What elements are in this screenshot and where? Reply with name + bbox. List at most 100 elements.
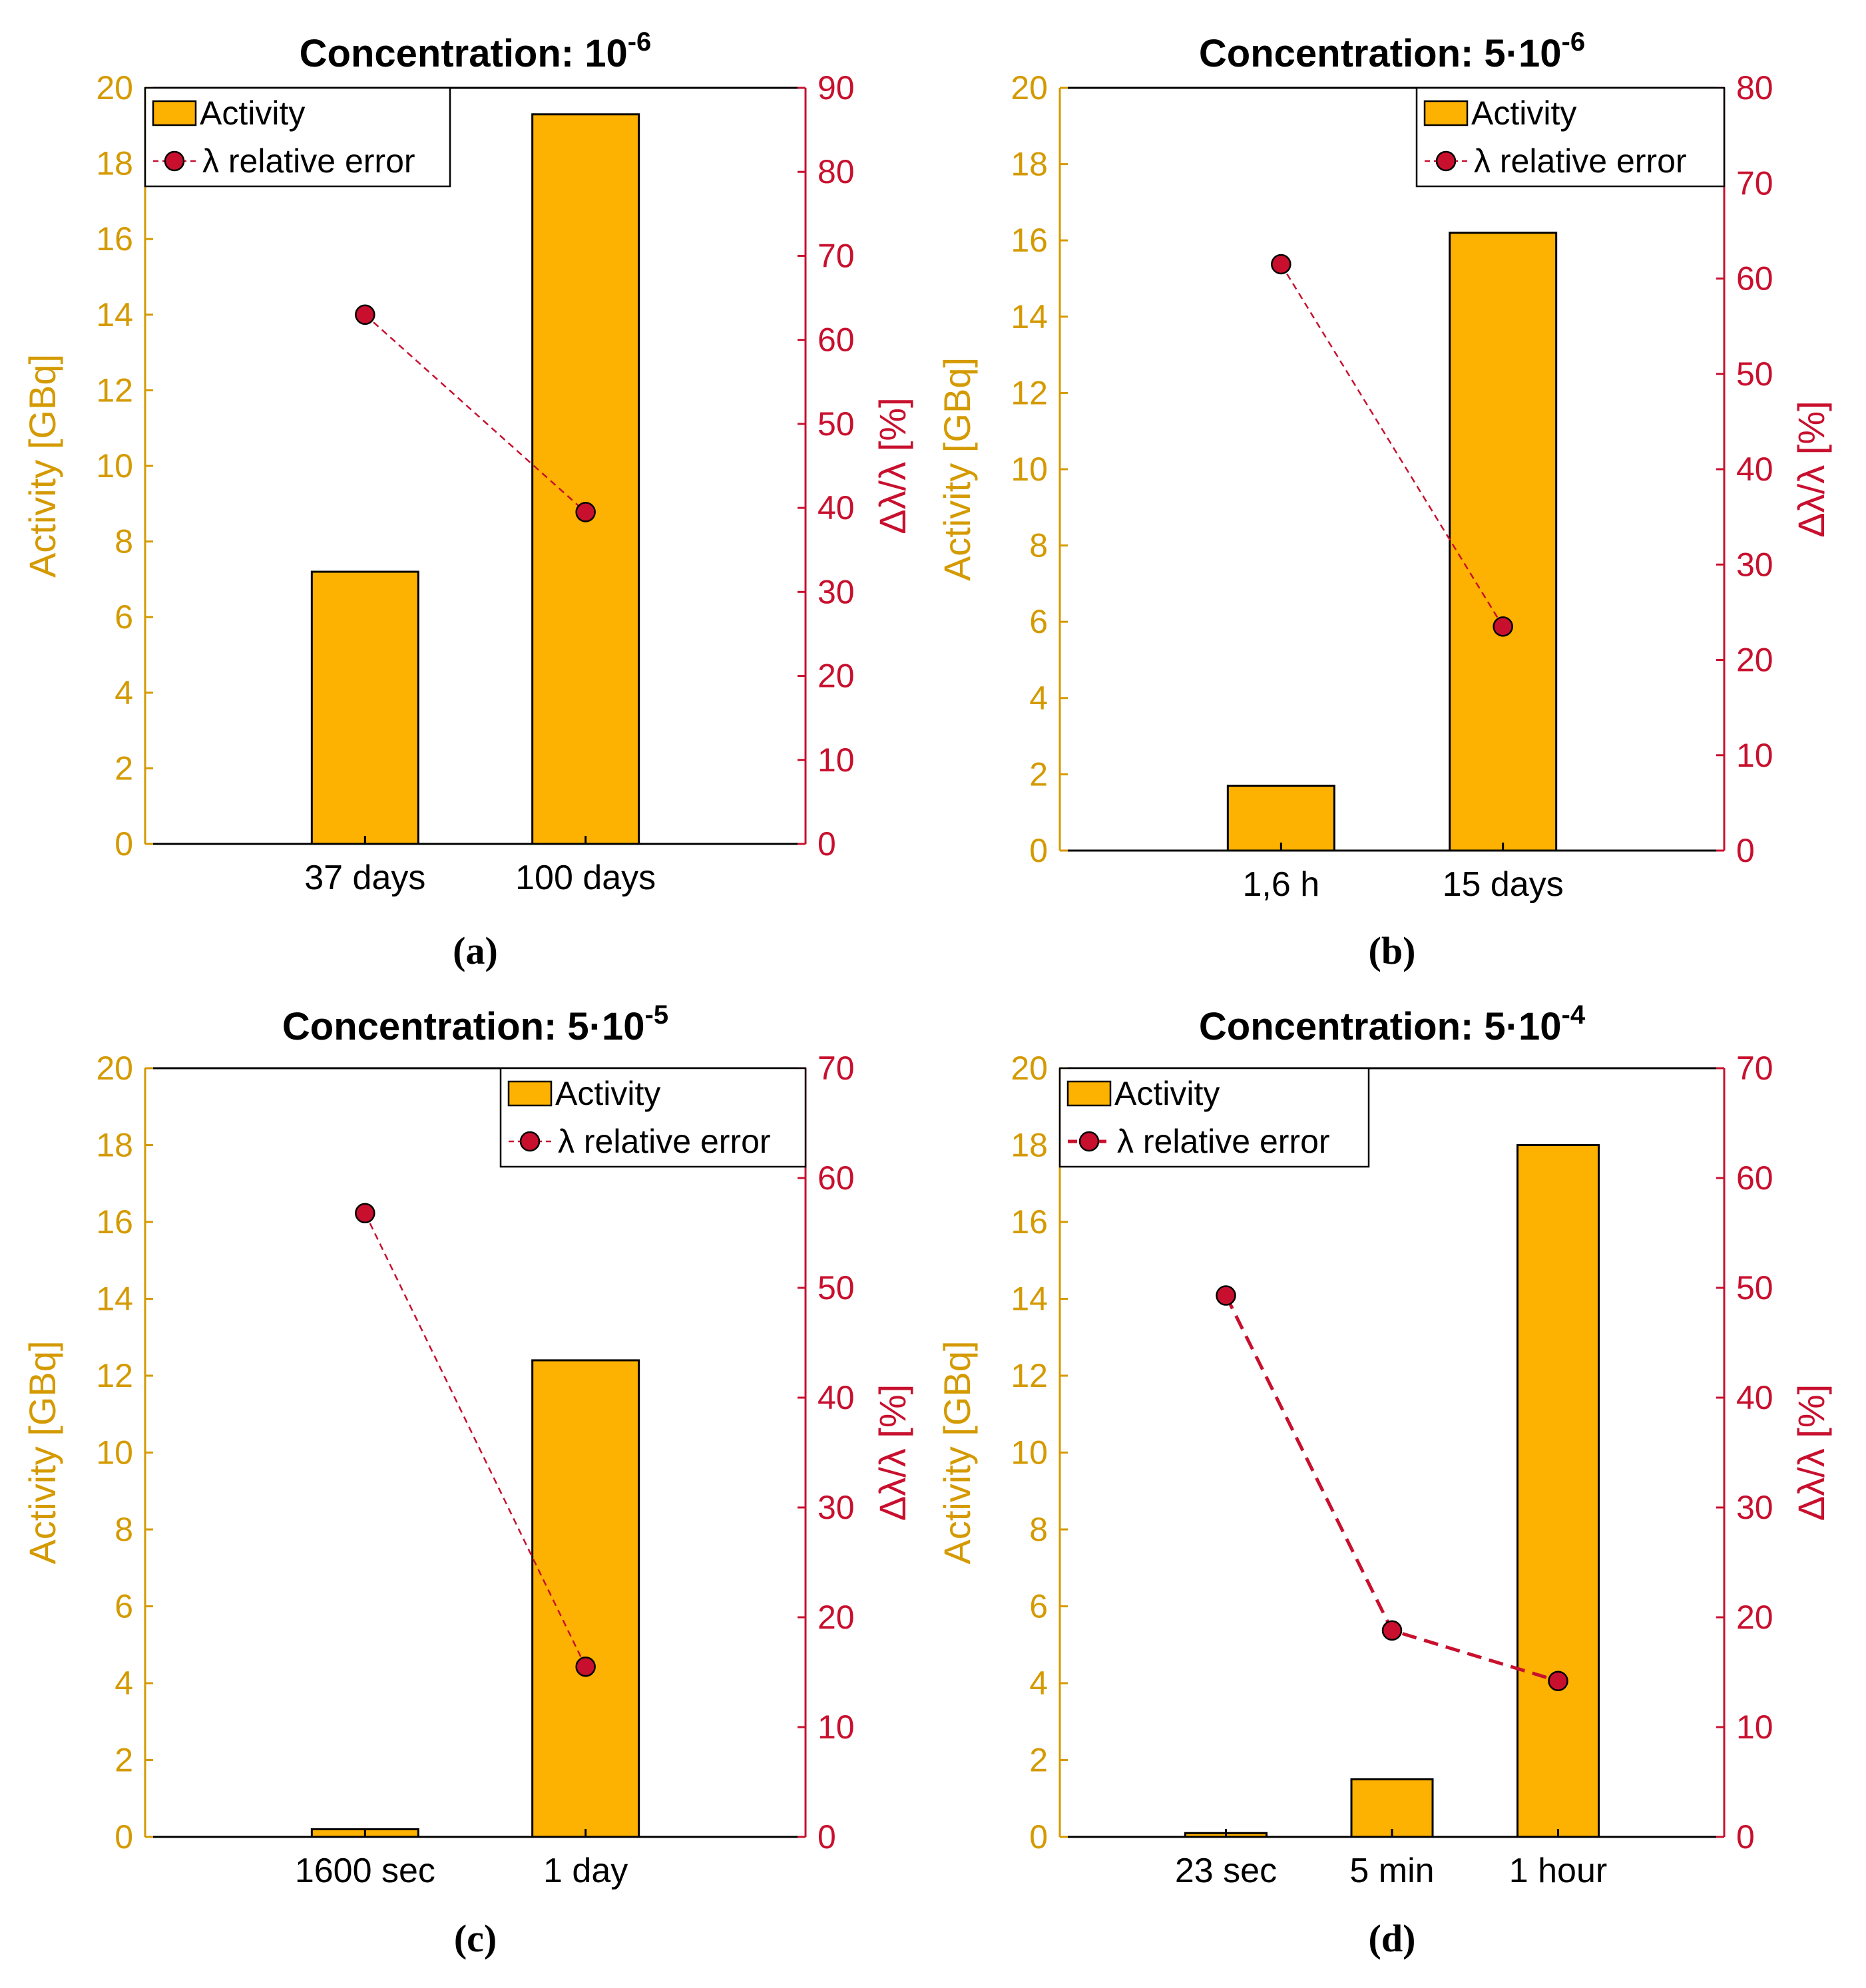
y-right-tick-label: 40 [817,489,855,526]
x-tick-label: 1,6 h [1243,865,1320,904]
legend-activity-label: Activity [555,1075,660,1112]
y-right-tick-label: 40 [1736,1379,1773,1416]
y-right-tick-label: 0 [817,825,836,863]
y-right-tick-label: 50 [1736,1269,1773,1306]
y-right-tick-label: 10 [817,1708,855,1746]
activity-bar [1350,1778,1434,1838]
x-tick-label: 5 min [1349,1852,1434,1890]
y-right-tick-label: 90 [817,69,855,106]
y-left-tick-label: 0 [115,1818,133,1856]
y-left-tick-label: 14 [1011,298,1048,335]
y-left-tick-label: 0 [1029,1818,1048,1856]
activity-bar [1226,785,1335,852]
activity-bar [531,1359,640,1838]
y-right-tick-label: 60 [817,1159,855,1197]
legend-error-label: λ relative error [202,142,415,180]
chart-panel-2: Concentration: 5·10-6 0 2 4 6 8 10 12 14 16 18 20 0 1… [936,27,1832,972]
y-left-tick-label: 20 [96,1050,133,1087]
legend-activity-swatch [1066,1080,1112,1107]
y-right-tick-label: 0 [817,1818,836,1856]
y-right-label: Δλ/λ [%] [1790,1384,1832,1521]
y-left-tick-label: 18 [1011,146,1048,183]
y-left-tick-label: 10 [96,447,133,485]
y-left-tick-label: 12 [1011,1357,1048,1394]
y-left-tick-label: 0 [115,825,133,863]
panel-caption: (b) [1369,929,1416,972]
x-tick-label: 37 days [304,859,425,897]
y-right-tick-label: 70 [1736,164,1773,202]
y-left-tick-label: 20 [96,69,133,106]
chart-panel-3: Concentration: 5·10-5 0 2 4 6 8 10 12 14 16 18 20 0 1… [21,1000,913,1960]
legend-activity-label: Activity [1471,95,1576,132]
y-left-tick-label: 20 [1011,1050,1048,1087]
y-left-tick-label: 18 [96,145,133,182]
chart-title: Concentration: 5·10-5 [282,1000,668,1048]
legend-error-marker [519,1131,541,1152]
y-right-tick-label: 0 [1736,832,1755,869]
y-left-tick-label: 18 [96,1127,133,1164]
error-marker [575,502,596,522]
legend-error-marker [1435,150,1457,172]
y-left-label: Activity [GBq] [936,357,978,581]
panel-caption: (c) [454,1917,497,1960]
y-left-tick-label: 8 [115,1511,133,1548]
y-left-tick-label: 0 [1029,832,1048,869]
y-left-tick-label: 2 [1029,1742,1048,1779]
y-left-tick-label: 16 [96,220,133,258]
y-left-tick-label: 16 [1011,1203,1048,1241]
y-right-tick-label: 20 [1736,642,1773,679]
activity-bar [310,570,419,845]
error-marker [1216,1285,1236,1306]
y-right-tick-label: 30 [1736,1489,1773,1526]
chart-panel-4: Concentration: 5·10-4 0 2 4 6 8 10 12 14 16 18 20 0 1… [936,1000,1832,1960]
legend: Activity λ relative error [499,1067,807,1168]
y-left-tick-label: 6 [1029,1588,1048,1625]
y-left-label: Activity [GBq] [21,354,63,578]
y-left-tick-label: 10 [1011,451,1048,488]
legend: Activity λ relative error [1058,1067,1370,1168]
x-tick-label: 1 day [543,1852,628,1890]
y-left-tick-label: 16 [1011,222,1048,259]
y-left-label: Activity [GBq] [936,1340,978,1564]
error-marker [1493,616,1513,637]
legend: Activity λ relative error [1415,87,1726,188]
error-line [1280,264,1504,628]
y-left-tick-label: 14 [1011,1281,1048,1318]
y-left-tick-label: 16 [96,1203,133,1241]
y-right-tick-label: 70 [817,237,855,274]
y-left-tick-label: 6 [115,1588,133,1625]
error-line [364,313,586,513]
activity-bar [531,113,640,845]
chart-title: Concentration: 5·10-6 [1199,27,1585,75]
y-right-tick-label: 50 [1736,355,1773,393]
y-right-tick-label: 10 [817,741,855,779]
y-right-tick-label: 20 [817,1599,855,1636]
y-right-tick-label: 20 [1736,1599,1773,1636]
y-right-tick-label: 20 [817,658,855,695]
y-right-tick-label: 50 [817,405,855,443]
panel-caption: (d) [1369,1917,1416,1960]
x-tick-label: 15 days [1443,865,1564,904]
y-left-tick-label: 4 [1029,680,1048,717]
y-left-tick-label: 6 [1029,603,1048,640]
y-left-tick-label: 8 [1029,1511,1048,1548]
y-right-tick-label: 60 [1736,260,1773,298]
error-marker [575,1657,596,1677]
y-right-label: Δλ/λ [%] [871,1384,913,1521]
y-right-tick-label: 70 [1736,1050,1773,1087]
y-left-tick-label: 14 [96,296,133,333]
y-left-tick-label: 2 [115,1742,133,1779]
activity-bar [1449,232,1558,852]
x-tick-label: 23 sec [1175,1852,1277,1890]
y-left-tick-label: 4 [1029,1665,1048,1702]
y-left-tick-label: 8 [115,523,133,560]
y-right-tick-label: 40 [1736,451,1773,488]
y-left-tick-label: 20 [1011,69,1048,106]
x-tick-label: 1 hour [1509,1852,1607,1890]
error-marker [355,304,375,325]
y-left-tick-label: 12 [96,1357,133,1394]
y-left-tick-label: 14 [96,1281,133,1318]
error-marker [1271,254,1291,275]
y-right-tick-label: 80 [817,153,855,190]
